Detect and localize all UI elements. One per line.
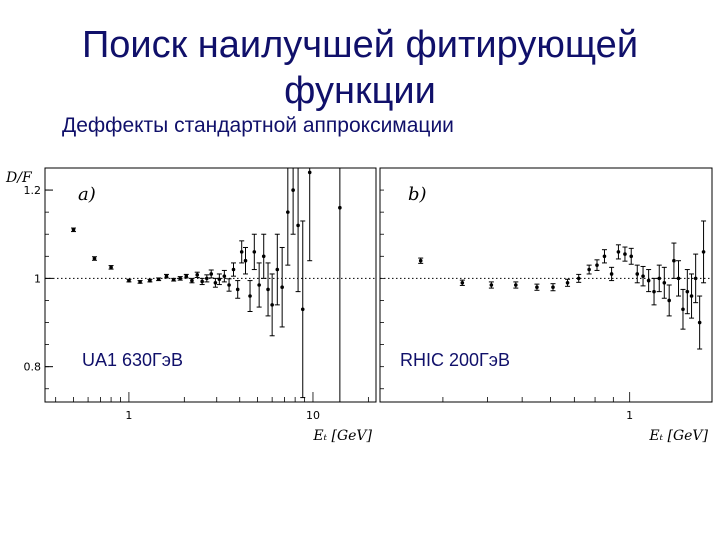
data-point [71, 228, 76, 232]
data-point [138, 280, 142, 284]
panel-label: a) [78, 184, 96, 205]
data-point [667, 298, 671, 303]
x-axis-label: Eₜ [GeV] [648, 428, 708, 444]
data-point [641, 274, 645, 278]
data-point [205, 276, 209, 281]
data-point [184, 274, 189, 278]
data-point [178, 276, 183, 281]
y-tick-label: 1.2 [24, 184, 42, 197]
data-point [257, 283, 261, 287]
data-point [685, 289, 690, 294]
chart-panel-b: 1 Eₜ [GeV] b) RHIC 200ГэВ [379, 167, 713, 444]
y-axis-label: D/F [5, 170, 33, 186]
data-point [227, 283, 231, 287]
data-point [252, 250, 257, 254]
data-point [239, 250, 244, 254]
data-point [697, 320, 702, 325]
data-point [693, 276, 698, 281]
data-point [662, 280, 667, 285]
data-point [587, 267, 591, 272]
data-point [92, 256, 97, 261]
data-point [623, 252, 627, 256]
data-point [171, 277, 176, 282]
data-point [300, 307, 305, 312]
data-point [652, 289, 656, 294]
x-axis-label: Eₜ [GeV] [312, 428, 372, 444]
data-point [489, 283, 494, 287]
data-point [689, 294, 694, 298]
data-point [266, 287, 270, 292]
data-point [148, 278, 152, 283]
panel-label: b) [408, 184, 427, 205]
data-point [646, 278, 651, 283]
slide-subtitle: Деффекты стандартной аппроксимации [62, 114, 454, 137]
data-point [156, 277, 161, 282]
y-tick-label: 1 [34, 272, 41, 285]
data-point [280, 285, 284, 290]
data-point [551, 285, 555, 290]
data-point [635, 272, 640, 276]
data-point [127, 278, 131, 283]
data-point [657, 276, 662, 281]
data-point [209, 272, 214, 276]
x-tick-label: 1 [125, 409, 132, 422]
data-point [629, 254, 634, 259]
chart-figure: 0.8 1 1.2 1 10 Eₜ [GeV] D/F a) UA1 630ГэВ 1 Eₜ [G… [5, 167, 713, 444]
x-tick-label: 10 [306, 409, 320, 422]
data-point [109, 265, 113, 270]
data-point [460, 280, 465, 285]
data-point [535, 285, 539, 290]
y-tick-label: 0.8 [24, 361, 42, 374]
data-point [248, 294, 252, 298]
data-point [261, 254, 266, 259]
data-point [243, 258, 248, 263]
data-point [200, 279, 204, 284]
data-point [602, 254, 607, 259]
data-point [576, 276, 581, 281]
data-point [231, 267, 236, 272]
data-point [701, 250, 706, 254]
x-tick-label: 1 [626, 409, 633, 422]
data-point [190, 278, 194, 283]
slide-title-line2: функции [284, 70, 436, 112]
plot-frame [44, 167, 377, 403]
plot-frame [379, 167, 713, 403]
data-point [222, 274, 227, 278]
data-point [338, 205, 342, 210]
energy-annotation: RHIC 200ГэВ [400, 350, 510, 370]
data-point [217, 277, 222, 282]
data-point [514, 283, 518, 287]
data-point [307, 170, 312, 175]
energy-annotation: UA1 630ГэВ [82, 350, 183, 370]
data-point [672, 258, 676, 263]
data-point [235, 287, 240, 292]
data-point [270, 303, 274, 307]
slide-title: Поиск наилучшей фитирующей функции [0, 22, 720, 114]
data-point [296, 223, 300, 228]
data-point [213, 280, 218, 285]
data-point [676, 276, 681, 281]
data-point [418, 258, 423, 263]
chart-panel-a: 0.8 1 1.2 1 10 Eₜ [GeV] D/F a) UA1 630ГэВ [5, 167, 377, 444]
data-point [595, 263, 599, 267]
data-point [681, 307, 685, 312]
data-point [616, 250, 621, 254]
data-point [609, 272, 614, 276]
data-point [195, 273, 200, 277]
data-point [291, 188, 295, 192]
slide-title-line1: Поиск наилучшей фитирующей [81, 24, 639, 66]
data-point [275, 267, 280, 272]
data-point [286, 210, 290, 214]
data-point [565, 280, 570, 285]
data-point [164, 274, 169, 278]
